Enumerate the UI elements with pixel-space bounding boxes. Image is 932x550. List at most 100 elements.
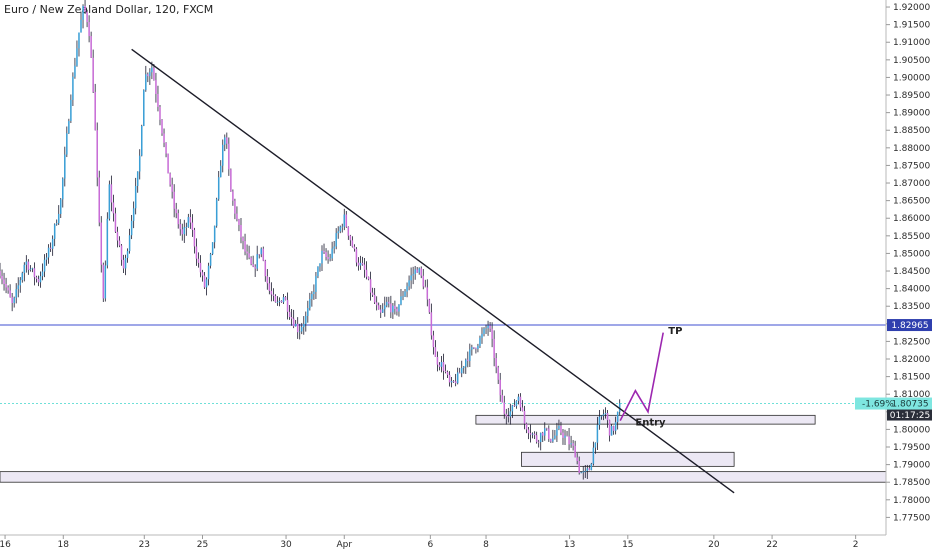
candle-body [74, 65, 76, 77]
candle-body [428, 299, 431, 313]
candle-body [124, 257, 127, 269]
candle-body [84, 5, 86, 12]
candle-body [485, 328, 487, 329]
annotation-entry: Entry [635, 417, 666, 428]
candle-body [35, 277, 38, 279]
candle-body [286, 299, 289, 312]
y-tick-label: 1.80000 [893, 425, 930, 435]
candle-body [280, 300, 283, 303]
y-tick-label: 1.85500 [893, 232, 930, 242]
candle-body [325, 252, 327, 258]
support-band[interactable] [0, 471, 887, 483]
candle-body [541, 432, 544, 436]
candle-body [155, 80, 157, 94]
candle-body [230, 169, 232, 192]
candle-body [481, 333, 483, 338]
candle-body [424, 286, 427, 288]
candle-body [62, 178, 64, 200]
y-tick-label: 1.82500 [893, 337, 930, 347]
candle-body [618, 403, 621, 412]
candle-body [501, 395, 503, 403]
candle-body [53, 224, 56, 239]
candle-body [191, 222, 194, 230]
countdown-tag [887, 409, 932, 421]
candle-body [264, 260, 267, 277]
candle-body [390, 303, 392, 313]
candle-body [132, 208, 135, 221]
candle-body [525, 423, 528, 430]
trendline-layer[interactable] [131, 48, 735, 494]
candle-body [361, 262, 364, 265]
candle-body [529, 433, 532, 435]
candle-body [404, 291, 406, 297]
candle-body [136, 171, 139, 186]
y-tick-label: 1.89000 [893, 109, 930, 119]
candle-body [86, 11, 88, 23]
candle-body [598, 416, 601, 425]
candle-body [473, 347, 475, 349]
y-tick-label: 1.86500 [893, 197, 930, 207]
candle-body [349, 235, 352, 241]
candle-body [434, 347, 437, 357]
descending-trendline[interactable] [131, 48, 735, 494]
candle-body [201, 272, 204, 276]
lower-zone[interactable] [521, 451, 735, 467]
candle-body [102, 264, 105, 299]
candle-body [70, 99, 72, 121]
candle-body [513, 405, 516, 407]
candle-body [110, 184, 113, 203]
x-tick-label: 2 [853, 540, 859, 550]
candle-body [616, 411, 619, 423]
candle-body [130, 220, 133, 236]
candle-body [217, 177, 220, 200]
candle-body [558, 425, 560, 429]
candle-body [448, 374, 451, 383]
candle-body [483, 328, 485, 334]
candle-body [197, 258, 200, 263]
candle-body [258, 254, 260, 256]
candle-body [491, 328, 493, 339]
candle-body [222, 144, 224, 166]
candle-body [272, 294, 275, 296]
horizontal-lines-layer [0, 324, 886, 405]
candle-body [588, 468, 591, 471]
y-tick-label: 1.88000 [893, 144, 930, 154]
x-tick-label: 23 [139, 540, 150, 550]
projection-layer[interactable] [619, 332, 664, 421]
candle-body [509, 411, 512, 417]
candle-body [45, 257, 48, 260]
candle-body [173, 191, 175, 209]
candle-body [213, 225, 216, 243]
candle-body [351, 240, 354, 247]
projection-path[interactable] [619, 332, 664, 421]
candle-body [161, 119, 163, 134]
candle-body [3, 279, 5, 284]
candle-body [394, 305, 396, 309]
candle-body [410, 275, 412, 281]
candle-body [531, 433, 534, 435]
candle-body [438, 364, 441, 367]
candle-body [274, 295, 277, 303]
candle-body [392, 305, 394, 313]
zones-layer [0, 414, 887, 483]
candle-body [313, 291, 315, 295]
candle-body [546, 428, 548, 430]
candle-body [398, 304, 400, 312]
entry-zone[interactable] [475, 414, 816, 425]
candle-body [145, 74, 147, 91]
candle-body [0, 271, 1, 276]
candle-body [47, 247, 50, 258]
candle-body [337, 231, 339, 234]
y-tick-label: 1.90000 [893, 73, 930, 83]
symbol-title: Euro / New Zealand Dollar, 120, FXCM [4, 3, 214, 16]
candle-body [367, 276, 370, 280]
candle-body [550, 439, 552, 442]
y-tick-label: 1.87500 [893, 161, 930, 171]
candle-body [96, 130, 98, 178]
candle-body [600, 415, 603, 417]
candle-body [309, 299, 311, 308]
candle-body [215, 199, 218, 226]
candle-body [430, 312, 433, 336]
candle-body [78, 32, 80, 49]
